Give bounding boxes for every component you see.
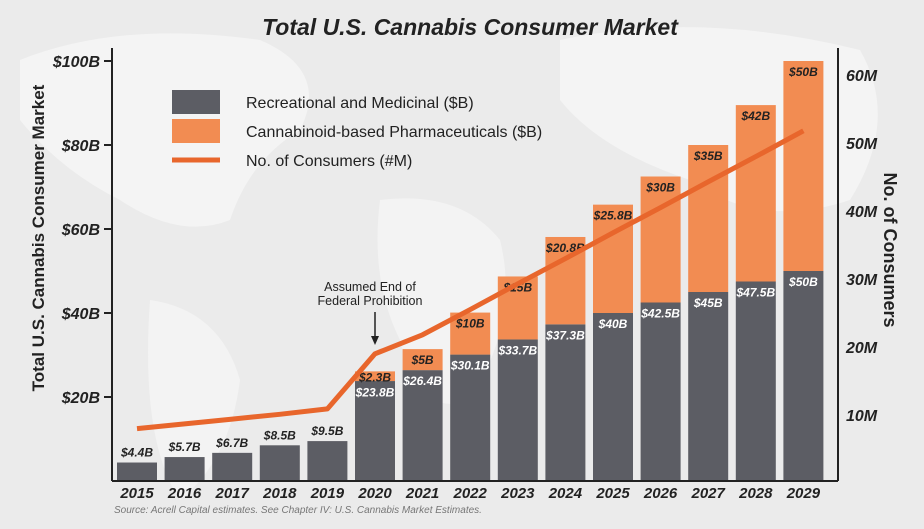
bar-recreational-2029: [783, 271, 824, 481]
x-tick-label: 2022: [453, 485, 488, 502]
data-label-pharma: $25.8B: [593, 209, 633, 223]
bar-recreational-2019: [307, 441, 348, 481]
y2-tick-label: 30M: [846, 272, 878, 289]
y2-tick-label: 10M: [846, 408, 878, 425]
y2-tick-label: 20M: [845, 340, 878, 357]
bar-pharma-2020: [355, 371, 395, 382]
y2-tick-label: 60M: [846, 68, 878, 85]
bar-recreational-2018: [259, 445, 300, 481]
bar-pharma-2027: [688, 145, 729, 292]
data-label-recreational: $40B: [598, 317, 628, 331]
data-label-pharma: $35B: [693, 149, 723, 163]
x-tick-label: 2020: [357, 485, 392, 502]
bar-pharma-2028: [735, 105, 776, 282]
bar-recreational-2021: [402, 370, 443, 481]
x-tick-label: 2018: [262, 485, 297, 502]
data-label-recreational: $50B: [788, 275, 818, 289]
legend-swatch: [172, 119, 220, 143]
bar-recreational-2027: [688, 292, 729, 481]
data-label-recreational: $6.7B: [215, 436, 248, 450]
data-label-recreational: $30.1B: [450, 359, 490, 373]
annotation-text: Federal Prohibition: [318, 294, 423, 308]
data-label-pharma: $50B: [788, 65, 818, 79]
x-tick-label: 2015: [119, 485, 154, 502]
x-tick-label: 2026: [643, 485, 678, 502]
x-tick-label: 2019: [310, 485, 345, 502]
x-tick-label: 2023: [500, 485, 535, 502]
x-tick-label: 2016: [167, 485, 202, 502]
y2-tick-label: 40M: [845, 204, 878, 221]
annotation-text: Assumed End of: [324, 280, 416, 294]
bar-pharma-2022: [450, 312, 491, 355]
y2-tick-label: 50M: [846, 136, 878, 153]
bar-pharma-2021: [402, 349, 443, 371]
data-label-recreational: $33.7B: [497, 343, 537, 357]
legend-label: Recreational and Medicinal ($B): [246, 95, 474, 112]
data-label-pharma: $30B: [645, 181, 675, 195]
bar-recreational-2015: [117, 462, 157, 481]
bar-pharma-2025: [593, 204, 633, 313]
legend-label: Cannabinoid-based Pharmaceuticals ($B): [246, 124, 542, 141]
y-tick-label: $20B: [61, 390, 100, 407]
y-tick-label: $80B: [61, 138, 100, 155]
data-label-recreational: $26.4B: [402, 374, 442, 388]
bar-recreational-2025: [593, 313, 633, 481]
consumers-line: [136, 128, 805, 432]
data-label-recreational: $5.7B: [168, 440, 201, 454]
bar-recreational-2024: [545, 324, 586, 481]
x-tick-label: 2028: [738, 485, 773, 502]
data-label-recreational: $45B: [693, 296, 723, 310]
x-tick-label: 2024: [548, 485, 583, 502]
data-label-recreational: $23.8B: [355, 385, 395, 399]
bar-recreational-2017: [212, 452, 253, 481]
y-axis-label: Total U.S. Cannabis Consumer Market: [29, 84, 48, 391]
data-label-recreational: $47.5B: [735, 286, 775, 300]
bar-pharma-2029: [783, 61, 824, 271]
data-label-recreational: $9.5B: [310, 424, 343, 438]
x-tick-label: 2025: [595, 485, 630, 502]
x-tick-label: 2021: [405, 485, 439, 502]
data-label-pharma: $15B: [502, 280, 532, 294]
source-note: Source: Acrell Capital estimates. See Ch…: [114, 505, 482, 516]
legend-label: No. of Consumers (#M): [246, 153, 412, 170]
data-label-pharma: $5B: [411, 353, 434, 367]
data-label-pharma: $42B: [740, 109, 770, 123]
data-label-recreational: $8.5B: [263, 428, 296, 442]
bar-pharma-2026: [640, 176, 681, 303]
x-tick-label: 2017: [215, 485, 250, 502]
bar-pharma-2023: [497, 276, 538, 340]
y-tick-label: $60B: [61, 222, 100, 239]
legend-swatch: [172, 90, 220, 114]
data-label-pharma: $2.3B: [358, 370, 391, 384]
bar-recreational-2028: [735, 281, 776, 481]
x-tick-label: 2027: [691, 485, 726, 502]
data-label-recreational: $42.5B: [640, 307, 680, 321]
arrow-head-icon: [371, 336, 379, 345]
x-tick-label: 2029: [786, 485, 821, 502]
bar-recreational-2020: [355, 381, 395, 481]
bar-recreational-2023: [497, 339, 538, 481]
y-tick-label: $40B: [61, 306, 100, 323]
data-label-pharma: $10B: [455, 317, 485, 331]
bar-recreational-2026: [640, 302, 681, 481]
data-label-recreational: $37.3B: [545, 328, 585, 342]
bar-recreational-2022: [450, 354, 491, 481]
bar-recreational-2016: [164, 457, 205, 481]
chart-title: Total U.S. Cannabis Consumer Market: [262, 14, 679, 40]
data-label-recreational: $4.4B: [120, 446, 153, 460]
y-tick-label: $100B: [52, 54, 100, 71]
y2-axis-label: No. of Consumers: [880, 172, 900, 327]
